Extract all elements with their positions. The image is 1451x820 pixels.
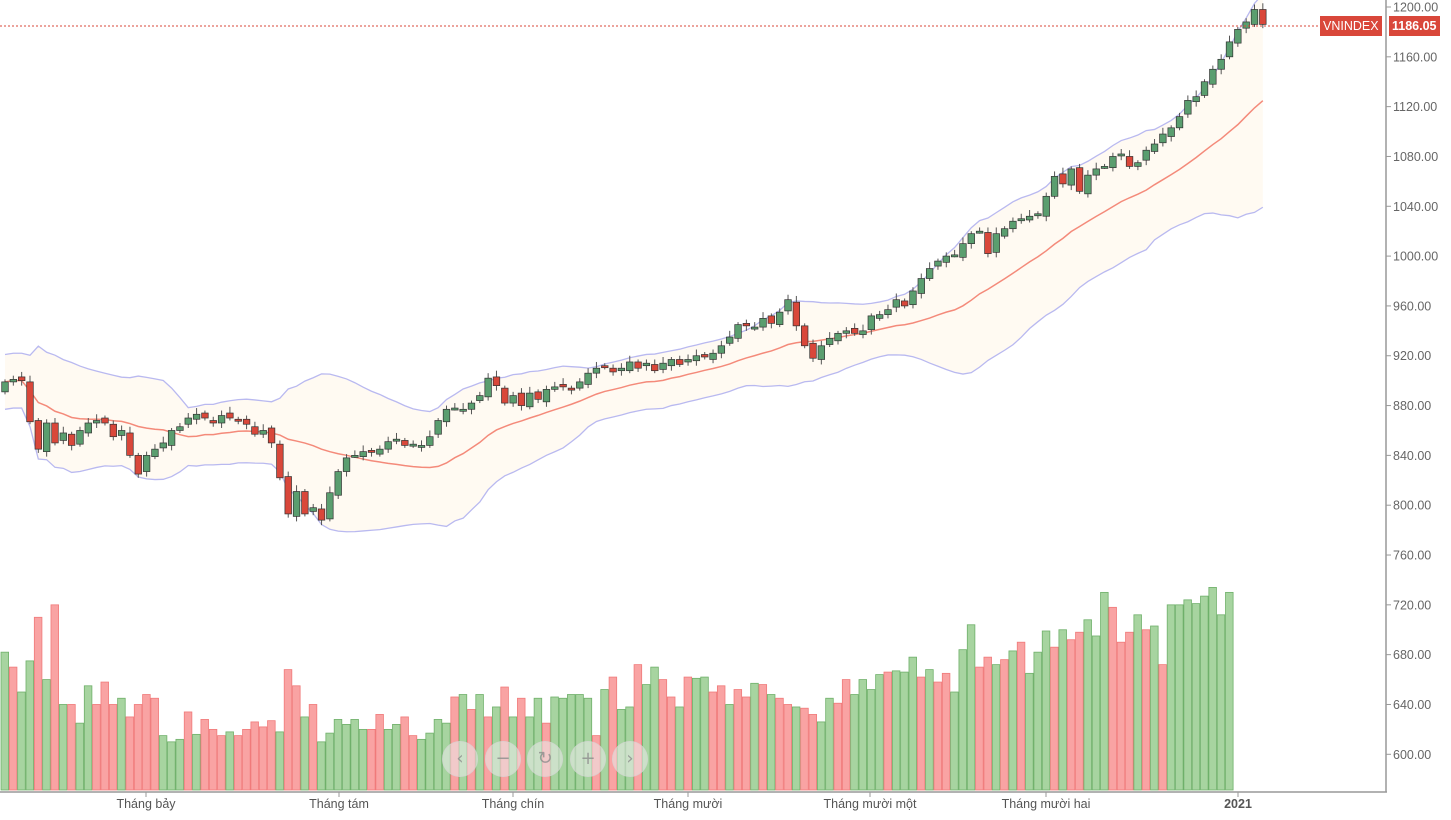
svg-text:Tháng bảy: Tháng bảy <box>116 797 176 811</box>
chevron-left-icon: ‹ <box>456 748 464 769</box>
svg-text:640.00: 640.00 <box>1393 698 1431 712</box>
svg-text:800.00: 800.00 <box>1393 499 1431 513</box>
reset-button[interactable]: ↻ <box>527 741 563 777</box>
svg-text:840.00: 840.00 <box>1393 449 1431 463</box>
scroll-right-button[interactable]: › <box>612 741 648 777</box>
svg-text:600.00: 600.00 <box>1393 748 1431 762</box>
svg-text:Tháng mười hai: Tháng mười hai <box>1002 797 1091 811</box>
svg-text:Tháng mười: Tháng mười <box>654 797 723 811</box>
svg-text:1040.00: 1040.00 <box>1393 200 1438 214</box>
svg-text:760.00: 760.00 <box>1393 549 1431 563</box>
plus-icon: + <box>580 748 596 769</box>
chevron-right-icon: › <box>626 748 634 769</box>
volume-bars <box>0 587 1234 791</box>
svg-text:680.00: 680.00 <box>1393 648 1431 662</box>
svg-text:960.00: 960.00 <box>1393 299 1431 313</box>
svg-text:Tháng tám: Tháng tám <box>309 797 369 811</box>
zoom-in-button[interactable]: + <box>570 741 606 777</box>
svg-text:880.00: 880.00 <box>1393 399 1431 413</box>
svg-text:1080.00: 1080.00 <box>1393 150 1438 164</box>
price-axis: 1200.00 1160.00 1120.00 1080.00 1040.00 1000.… <box>1385 0 1438 792</box>
time-axis: Tháng bảy Tháng tám Tháng chín Tháng mười Th… <box>0 791 1387 811</box>
refresh-icon: ↻ <box>537 748 553 769</box>
svg-text:1120.00: 1120.00 <box>1393 100 1437 114</box>
zoom-out-button[interactable]: − <box>485 741 521 777</box>
svg-text:1200.00: 1200.00 <box>1393 1 1438 15</box>
svg-text:1000.00: 1000.00 <box>1393 250 1438 264</box>
svg-text:2021: 2021 <box>1224 797 1252 811</box>
svg-text:720.00: 720.00 <box>1393 598 1431 612</box>
minus-icon: − <box>495 748 511 769</box>
svg-text:1160.00: 1160.00 <box>1393 50 1437 64</box>
svg-text:Tháng chín: Tháng chín <box>482 797 545 811</box>
svg-text:920.00: 920.00 <box>1393 349 1431 363</box>
symbol-label: VNINDEX <box>1320 16 1382 36</box>
scroll-left-button[interactable]: ‹ <box>442 741 478 777</box>
candlesticks <box>0 3 1320 526</box>
last-price-label: 1186.05 <box>1389 16 1440 36</box>
svg-text:Tháng mười một: Tháng mười một <box>824 797 918 811</box>
bollinger-bands <box>4 0 1264 533</box>
